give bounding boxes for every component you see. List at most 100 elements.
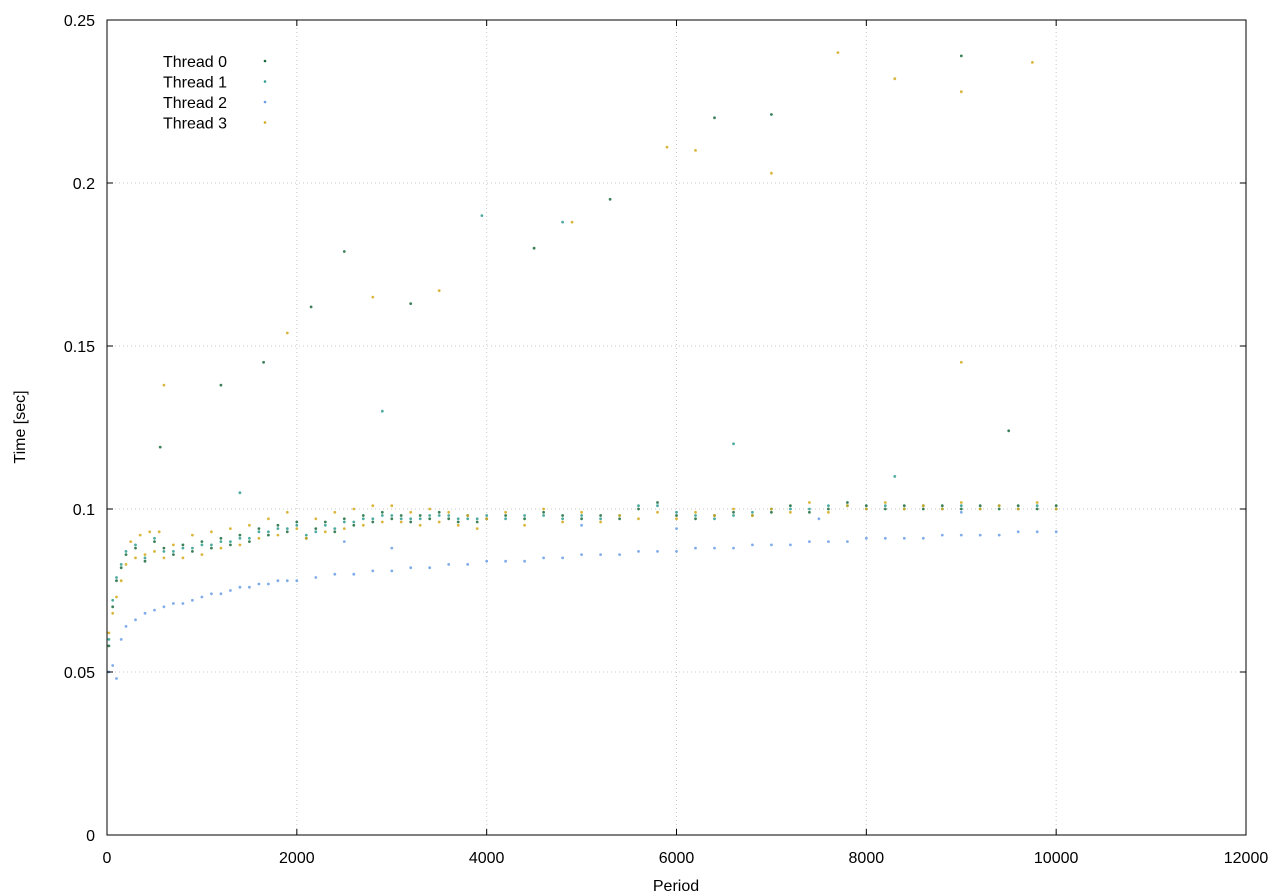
data-point [134,556,137,560]
data-point [238,491,242,495]
data-point [656,510,659,514]
data-point [694,517,697,521]
data-point [817,517,821,521]
data-point [532,246,536,250]
data-point [219,540,223,543]
data-point [153,540,156,543]
y-tick-labels: 0 0.05 0.1 0.15 0.2 0.25 [64,13,95,845]
axis-ticks [106,19,1247,836]
data-point [940,507,944,511]
data-point [902,536,906,540]
data-point [229,540,232,543]
data-point [902,504,906,508]
data-point [485,517,489,521]
data-point [267,530,270,534]
data-point [789,507,792,511]
data-point [618,553,621,556]
data-point [732,507,735,511]
data-point [153,536,156,540]
data-point [352,507,356,511]
data-point [333,530,337,534]
x-tick-label: 12000 [1224,850,1269,867]
data-point [172,543,175,547]
data-point [504,514,507,517]
data-point [229,543,232,547]
data-point [580,510,583,514]
data-point [361,514,365,517]
data-point [770,507,773,511]
data-point [399,514,403,517]
data-point [580,523,583,527]
data-point [276,579,280,583]
data-point [637,517,640,521]
data-point [883,501,887,504]
data-point [285,527,289,530]
data-point [380,514,384,517]
data-point [119,579,123,583]
data-point [1035,504,1039,508]
data-point [162,556,166,560]
data-point [428,514,432,517]
data-point [732,514,735,517]
data-point [314,576,318,579]
data-point [257,582,261,586]
data-point [390,504,394,508]
data-point [134,543,137,547]
data-point [115,677,118,680]
data-point [713,116,716,120]
data-point [770,171,773,175]
data-point [314,527,318,530]
data-point [361,523,365,527]
data-point [561,514,564,517]
data-point [323,523,327,527]
data-point [864,536,868,540]
data-point [314,530,318,534]
data-point [399,517,403,521]
data-point [504,510,507,514]
data-point [893,77,897,81]
data-point [181,556,185,560]
data-point [836,51,840,54]
data-point [257,527,261,530]
data-point [181,546,185,550]
data-point [921,504,925,508]
data-point [921,536,925,540]
data-point [437,520,441,524]
data-point [978,504,982,508]
data-point [200,543,204,547]
data-point [191,546,194,550]
data-point [276,523,280,527]
data-point [276,533,280,537]
data-point [238,585,242,589]
data-point [352,572,356,576]
legend-label: Thread 3 [163,116,227,133]
data-point [959,533,963,537]
data-point [827,504,830,508]
data-point [940,504,944,508]
y-tick-label: 0.05 [64,665,95,682]
data-point [751,514,754,517]
series-1 [107,214,1058,641]
data-point [295,579,299,583]
data-point [732,442,735,446]
data-point [428,566,432,570]
data-point [157,530,161,534]
data-point [883,536,887,540]
data-point [599,553,602,556]
data-point [342,540,346,543]
data-point [447,517,451,521]
data-point [134,618,137,622]
data-point [390,514,394,517]
data-point [111,611,115,615]
data-point [437,510,441,514]
data-point [618,517,621,521]
data-point [107,638,111,641]
data-point [580,553,583,556]
data-point [371,504,375,508]
data-point [119,638,123,641]
data-point [978,507,982,511]
data-point [978,533,982,537]
data-point [751,543,754,547]
data-point [1016,507,1020,511]
